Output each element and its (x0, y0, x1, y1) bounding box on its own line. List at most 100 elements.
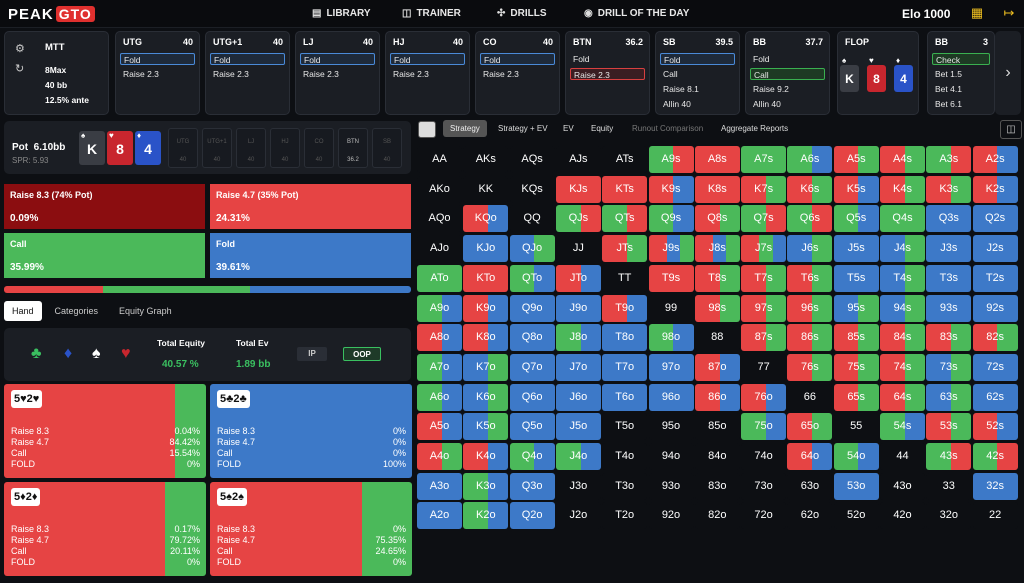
hand-cell-q5s[interactable]: Q5s (833, 205, 879, 233)
hand-cell-j8o[interactable]: J8o (555, 324, 601, 352)
hand-cell-q2o[interactable]: Q2o (509, 502, 555, 530)
hand-cell-72s[interactable]: 72s (972, 353, 1018, 381)
logout-icon[interactable]: ↦ (1003, 5, 1015, 20)
hand-cell-62o[interactable]: 62o (787, 502, 833, 530)
hand-cell-k6s[interactable]: K6s (787, 175, 833, 203)
position-action[interactable]: Fold (753, 54, 770, 64)
hand-cell-t2o[interactable]: T2o (602, 502, 648, 530)
hand-cell-ato[interactable]: ATo (417, 264, 462, 292)
hand-cell-q8s[interactable]: Q8s (694, 205, 740, 233)
hand-cell-qts[interactable]: QTs (602, 205, 648, 233)
hand-cell-t5s[interactable]: T5s (833, 264, 879, 292)
logo[interactable]: PEAK GTO (8, 5, 95, 23)
hand-cell-86s[interactable]: 86s (787, 324, 833, 352)
hand-cell-54s[interactable]: 54s (880, 413, 925, 441)
spade-icon[interactable]: ♠ (92, 345, 101, 362)
hand-cell-kto[interactable]: KTo (463, 264, 509, 292)
hand-cell-88[interactable]: 88 (694, 324, 740, 352)
hand-cell-k7o[interactable]: K7o (463, 353, 509, 381)
hand-cell-t5o[interactable]: T5o (602, 413, 648, 441)
position-action[interactable]: Raise 8.1 (663, 84, 699, 94)
settings-icon[interactable]: ⚙ (15, 43, 25, 55)
nav-trainer[interactable]: ◫ TRAINER (402, 8, 461, 19)
hand-cell-aqs[interactable]: AQs (509, 146, 555, 173)
hand-cell-93o[interactable]: 93o (648, 472, 694, 500)
hand-cell-aqo[interactable]: AQo (417, 205, 462, 233)
hand-cell-94s[interactable]: 94s (880, 294, 925, 322)
hand-cell-75o[interactable]: 75o (741, 413, 787, 441)
hand-cell-97s[interactable]: 97s (741, 294, 787, 322)
hand-cell-ajs[interactable]: AJs (555, 146, 601, 173)
hand-cell-k3s[interactable]: K3s (926, 175, 972, 203)
hand-cell-77[interactable]: 77 (741, 353, 787, 381)
hand-cell-t3o[interactable]: T3o (602, 472, 648, 500)
position-action[interactable]: Allin 40 (753, 99, 781, 109)
hand-cell-42s[interactable]: 42s (972, 443, 1018, 470)
hand-cell-j2o[interactable]: J2o (555, 502, 601, 530)
hand-cell-k5o[interactable]: K5o (463, 413, 509, 441)
hand-cell-52o[interactable]: 52o (833, 502, 879, 530)
tab-strategy[interactable]: Strategy (443, 120, 487, 137)
hand-cell-q7o[interactable]: Q7o (509, 353, 555, 381)
hand-cell-87s[interactable]: 87s (741, 324, 787, 352)
hand-cell-a5s[interactable]: A5s (833, 146, 879, 173)
hand-cell-t2s[interactable]: T2s (972, 264, 1018, 292)
hand-cell-j4s[interactable]: J4s (880, 235, 925, 263)
hand-cell-22[interactable]: 22 (972, 502, 1018, 530)
position-card-hj[interactable]: HJ 40 Fold Raise 2.3 (385, 31, 470, 115)
hand-cell-a5o[interactable]: A5o (417, 413, 462, 441)
hand-cell-t8o[interactable]: T8o (602, 324, 648, 352)
hand-cell-t9o[interactable]: T9o (602, 294, 648, 322)
hand-cell-jts[interactable]: JTs (602, 235, 648, 263)
hand-cell-j5s[interactable]: J5s (833, 235, 879, 263)
hand-cell-54o[interactable]: 54o (833, 443, 879, 470)
hand-cell-a3o[interactable]: A3o (417, 472, 462, 500)
hand-cell-55[interactable]: 55 (833, 413, 879, 441)
hand-cell-62s[interactable]: 62s (972, 383, 1018, 411)
hand-cell-j6s[interactable]: J6s (787, 235, 833, 263)
nav-library[interactable]: ▤ LIBRARY (312, 8, 371, 19)
hand-cell-k9s[interactable]: K9s (648, 175, 694, 203)
nav-drills[interactable]: ✣ DRILLS (497, 8, 547, 19)
hand-cell-ako[interactable]: AKo (417, 175, 462, 203)
hand-cell-q9s[interactable]: Q9s (648, 205, 694, 233)
club-icon[interactable]: ♣ (31, 345, 42, 362)
hand-cell-q7s[interactable]: Q7s (741, 205, 787, 233)
position-card-bb[interactable]: BB 3 Check Bet 1.5 Bet 4.1 Bet 6.1 (927, 31, 995, 115)
hand-cell-a4s[interactable]: A4s (880, 146, 925, 173)
hand-cell-aa[interactable]: AA (417, 146, 462, 173)
action-raise-47[interactable]: Raise 4.7 (35% Pot) 24.31% (210, 184, 411, 229)
hand-cell-a9o[interactable]: A9o (417, 294, 462, 322)
hand-cell-jj[interactable]: JJ (555, 235, 601, 263)
hand-cell-kts[interactable]: KTs (602, 175, 648, 203)
position-card-utg-plus-1[interactable]: UTG+1 40 Fold Raise 2.3 (205, 31, 290, 115)
position-action[interactable]: Bet 6.1 (935, 99, 962, 109)
hand-cell-j7o[interactable]: J7o (555, 353, 601, 381)
hand-cell-95s[interactable]: 95s (833, 294, 879, 322)
hand-cell-k3o[interactable]: K3o (463, 472, 509, 500)
hand-cell-a8o[interactable]: A8o (417, 324, 462, 352)
hand-cell-q3s[interactable]: Q3s (926, 205, 972, 233)
action-raise-83[interactable]: Raise 8.3 (74% Pot) 0.09% (4, 184, 205, 229)
combo-box[interactable]: 5♦2♦ Raise 8.3 0.17% Raise 4.7 79.72% Call 20.… (4, 482, 206, 576)
hand-cell-74o[interactable]: 74o (741, 443, 787, 470)
action-call[interactable]: Call 35.99% (4, 233, 205, 278)
hand-cell-98s[interactable]: 98s (694, 294, 740, 322)
position-action[interactable]: Call (663, 69, 678, 79)
tab-ev[interactable]: EV (563, 124, 574, 133)
hand-cell-73s[interactable]: 73s (926, 353, 972, 381)
layout-toggle-icon[interactable] (418, 121, 436, 138)
hand-cell-tt[interactable]: TT (602, 264, 648, 292)
hand-cell-k4o[interactable]: K4o (463, 443, 509, 470)
hand-cell-a6o[interactable]: A6o (417, 383, 462, 411)
hand-cell-a2s[interactable]: A2s (972, 146, 1018, 173)
hand-cell-j6o[interactable]: J6o (555, 383, 601, 411)
hand-cell-a3s[interactable]: A3s (926, 146, 972, 173)
hand-cell-33[interactable]: 33 (926, 472, 972, 500)
hand-cell-k2s[interactable]: K2s (972, 175, 1018, 203)
hand-cell-32s[interactable]: 32s (972, 472, 1018, 500)
hand-cell-99[interactable]: 99 (648, 294, 694, 322)
heart-icon[interactable]: ♥ (121, 345, 131, 362)
hand-cell-kjo[interactable]: KJo (463, 235, 509, 263)
gamepad-icon[interactable]: ◫ (1000, 120, 1022, 139)
